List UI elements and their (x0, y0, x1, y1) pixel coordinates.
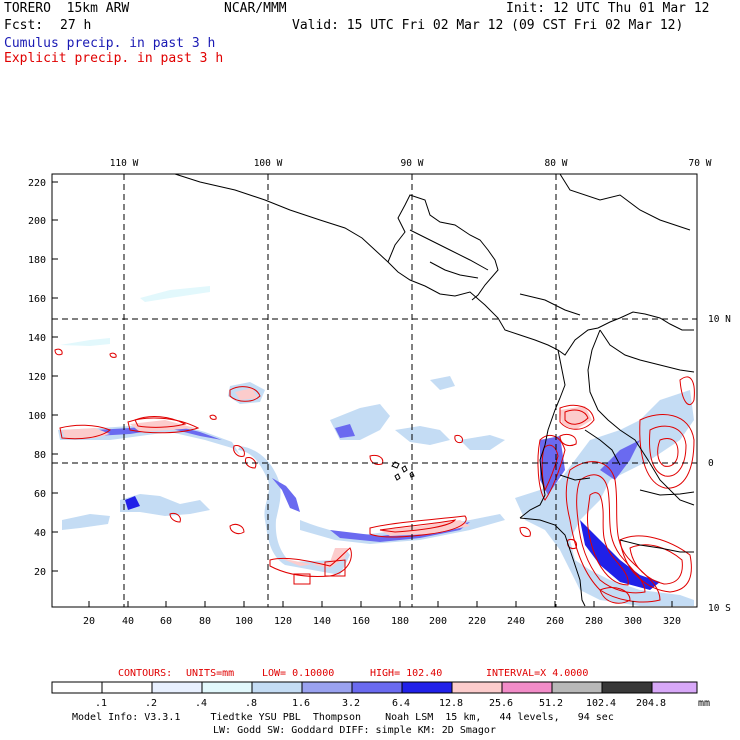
valid-time: Valid: 15 UTC Fri 02 Mar 12 (09 CST Fri … (292, 18, 684, 33)
contours-label: CONTOURS: (118, 668, 172, 679)
contours-units: UNITS=mm (186, 668, 234, 679)
colorbar-swatch (401, 681, 453, 694)
colorbar-swatch (101, 681, 153, 694)
x-tick-label: 320 (663, 616, 681, 627)
x-tick-label: 100 (235, 616, 253, 627)
y-tick-label: 180 (28, 255, 46, 266)
y-tick-label: 100 (28, 411, 46, 422)
x-tick-label: 180 (391, 616, 409, 627)
lat-label: 10 N (708, 314, 731, 325)
colorbar-label: 1.6 (292, 698, 310, 709)
explicit-precip-contours (54, 348, 695, 604)
colorbar-swatch (651, 681, 698, 694)
colorbar-label: 204.8 (636, 698, 666, 709)
heavy-precip-areas (62, 388, 592, 568)
x-tick-label: 260 (546, 616, 564, 627)
x-tick-label: 140 (313, 616, 331, 627)
colorbar-swatch (201, 681, 253, 694)
colorbar-label: .4 (195, 698, 207, 709)
colorbar-label: 25.6 (489, 698, 513, 709)
lat-label: 0 (708, 458, 714, 469)
axis-ticks (52, 181, 673, 607)
x-tick-label: 120 (274, 616, 292, 627)
contour-info: CONTOURS: UNITS=mm LOW= 0.10000 HIGH= 10… (118, 668, 588, 679)
colorbar-unit: mm (698, 698, 710, 709)
colorbar-label: 51.2 (539, 698, 563, 709)
model-info: Model Info: V3.3.1 Tiedtke YSU PBL Thomp… (72, 712, 614, 723)
model-physics: LW: Godd SW: Goddard DIFF: simple KM: 2D… (213, 725, 496, 736)
colorbar-label: 102.4 (586, 698, 616, 709)
latitude-labels: 10 N 0 10 S (708, 314, 731, 614)
coastlines (174, 173, 695, 607)
colorbar-swatch (601, 681, 653, 694)
lon-label: 80 W (545, 158, 568, 169)
colorbar-label: 12.8 (439, 698, 463, 709)
colorbar-label: .2 (145, 698, 157, 709)
y-tick-label: 140 (28, 333, 46, 344)
y-tick-label: 60 (34, 489, 46, 500)
y-tick-label: 120 (28, 372, 46, 383)
forecast-hours: 27 h (60, 18, 92, 33)
colorbar-swatch (351, 681, 403, 694)
colorbar-swatch (301, 681, 353, 694)
x-tick-label: 280 (585, 616, 603, 627)
colorbar (51, 681, 698, 694)
forecast-label: Fcst: (4, 18, 44, 33)
y-tick-label: 200 (28, 216, 46, 227)
colorbar-label: 6.4 (392, 698, 410, 709)
y-tick-label: 20 (34, 567, 46, 578)
colorbar-label: 3.2 (342, 698, 360, 709)
x-axis-labels: 20 40 60 80 100 120 140 160 180 200 220 … (83, 616, 681, 627)
latlon-gridlines (52, 174, 697, 607)
y-tick-label: 80 (34, 450, 46, 461)
y-tick-label: 220 (28, 178, 46, 189)
init-time: Init: 12 UTC Thu 01 Mar 12 (506, 1, 710, 16)
colorbar-label: .8 (245, 698, 257, 709)
colorbar-swatch (151, 681, 203, 694)
lon-label: 100 W (254, 158, 283, 169)
x-tick-label: 200 (429, 616, 447, 627)
x-tick-label: 40 (122, 616, 134, 627)
lon-label: 70 W (689, 158, 712, 169)
x-tick-label: 60 (160, 616, 172, 627)
colorbar-label: .1 (95, 698, 107, 709)
y-axis-labels: 220 200 180 160 140 120 100 80 60 40 20 (28, 178, 46, 578)
colorbar-swatch (51, 681, 103, 694)
lon-label: 90 W (401, 158, 424, 169)
contours-low: LOW= 0.10000 (262, 668, 334, 679)
longitude-labels: 110 W 100 W 90 W 80 W 70 W (110, 158, 712, 169)
colorbar-swatch (501, 681, 553, 694)
colorbar-labels: .1 .2 .4 .8 1.6 3.2 6.4 12.8 25.6 51.2 1… (95, 698, 710, 709)
y-tick-label: 160 (28, 294, 46, 305)
lon-label: 110 W (110, 158, 139, 169)
contours-interval: INTERVAL=X 4.0000 (486, 668, 588, 679)
y-tick-label: 40 (34, 528, 46, 539)
x-tick-label: 20 (83, 616, 95, 627)
x-tick-label: 220 (468, 616, 486, 627)
x-tick-label: 240 (507, 616, 525, 627)
explicit-legend-text: Explicit precip. in past 3 h (4, 51, 224, 66)
colorbar-swatch (451, 681, 503, 694)
x-tick-label: 80 (199, 616, 211, 627)
lat-label: 10 S (708, 603, 731, 614)
contours-high: HIGH= 102.40 (370, 668, 442, 679)
x-tick-label: 300 (624, 616, 642, 627)
colorbar-swatch (251, 681, 303, 694)
cumulus-legend-text: Cumulus precip. in past 3 h (4, 36, 216, 51)
organization-label: NCAR/MMM (224, 1, 287, 16)
x-tick-label: 160 (352, 616, 370, 627)
colorbar-swatch (551, 681, 603, 694)
model-title: TORERO 15km ARW (4, 1, 130, 16)
